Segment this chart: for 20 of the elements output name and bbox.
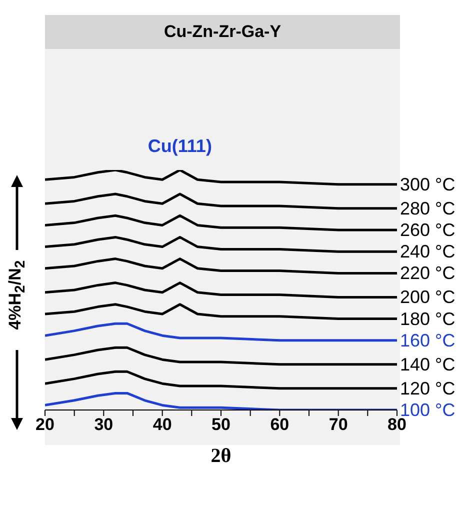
- x-tick-label: 40: [152, 415, 172, 434]
- series-label: 160 °C: [400, 330, 456, 350]
- x-tick-label: 30: [94, 415, 114, 434]
- x-tick-label: 70: [328, 415, 348, 434]
- chart-title: Cu-Zn-Zr-Ga-Y: [45, 15, 400, 49]
- x-tick-label: 80: [388, 415, 406, 434]
- series-label: 280 °C: [400, 198, 456, 218]
- series-label: 260 °C: [400, 220, 456, 240]
- series-label: 120 °C: [400, 378, 456, 398]
- series-label: 300 °C: [400, 174, 456, 194]
- x-tick-label: 50: [212, 415, 230, 434]
- series-label: 140 °C: [400, 354, 456, 374]
- x-tick-label: 60: [270, 415, 290, 434]
- series-label: 220 °C: [400, 263, 456, 284]
- series-label: 180 °C: [400, 308, 456, 329]
- x-tick-label: 20: [36, 415, 54, 434]
- annotation: Cu(111): [148, 136, 212, 156]
- series-label: 240 °C: [400, 242, 456, 262]
- series-label: 200 °C: [400, 287, 456, 308]
- x-axis-title: 2θ: [210, 445, 232, 467]
